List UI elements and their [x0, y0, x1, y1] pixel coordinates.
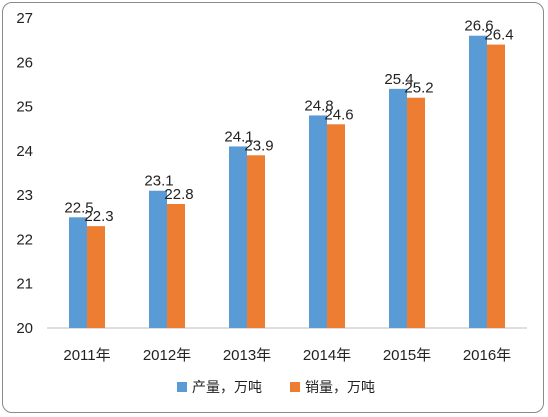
bar-series-1 — [149, 190, 167, 328]
y-tick-label: 23 — [16, 187, 33, 204]
x-tick-label: 2013年 — [223, 347, 271, 364]
legend-label: 产量，万吨 — [192, 380, 262, 396]
data-label: 24.8 — [304, 97, 333, 114]
data-label: 25.2 — [404, 80, 433, 97]
bar-series-1 — [469, 35, 487, 328]
bar-series-1 — [389, 88, 407, 328]
bar-series-1 — [229, 146, 247, 328]
legend-label: 销量，万吨 — [305, 380, 375, 396]
data-label: 22.3 — [84, 208, 113, 225]
data-label: 25.4 — [384, 71, 413, 88]
y-tick-label: 22 — [16, 231, 33, 248]
x-axis: 2011年 2012年 2013年 2014年 2015年 2016年 — [47, 327, 527, 364]
bar-series-1 — [309, 115, 327, 328]
y-tick-label: 21 — [16, 276, 33, 293]
data-labels: 22.5 23.1 24.1 24.8 25.4 26.6 22.3 22.8 23.9 24.6… — [64, 18, 513, 225]
bar-series-2 — [327, 124, 345, 329]
bar-series-1 — [69, 217, 87, 328]
data-label: 23.9 — [244, 137, 273, 154]
y-tick-label: 26 — [16, 54, 33, 71]
chart-frame — [2, 2, 544, 413]
data-label: 22.5 — [64, 199, 93, 216]
data-label: 22.8 — [164, 186, 193, 203]
legend: 产量，万吨 销量，万吨 — [177, 380, 375, 396]
x-tick-label: 2014年 — [303, 347, 351, 364]
data-label: 24.6 — [324, 106, 353, 123]
data-label: 23.1 — [144, 173, 173, 190]
y-tick-label: 20 — [16, 320, 33, 337]
x-tick-label: 2011年 — [63, 347, 110, 364]
data-label: 24.1 — [224, 128, 253, 145]
legend-swatch — [290, 382, 300, 392]
data-label: 26.4 — [484, 27, 513, 44]
bar-series-2 — [167, 204, 185, 328]
y-tick-label: 25 — [16, 99, 33, 116]
bar-series-2 — [487, 44, 505, 328]
bar-series-2 — [87, 226, 105, 328]
y-axis: 20 21 22 23 24 25 26 27 — [16, 10, 33, 337]
bar-series-2 — [247, 155, 265, 328]
data-label: 26.6 — [464, 18, 493, 35]
y-tick-label: 24 — [16, 143, 33, 160]
x-tick-label: 2012年 — [143, 347, 191, 364]
bars — [69, 35, 505, 329]
x-tick-label: 2015年 — [383, 347, 431, 364]
legend-swatch — [177, 382, 187, 392]
y-tick-label: 27 — [16, 10, 33, 27]
bar-series-2 — [407, 97, 425, 328]
x-tick-label: 2016年 — [463, 347, 511, 364]
